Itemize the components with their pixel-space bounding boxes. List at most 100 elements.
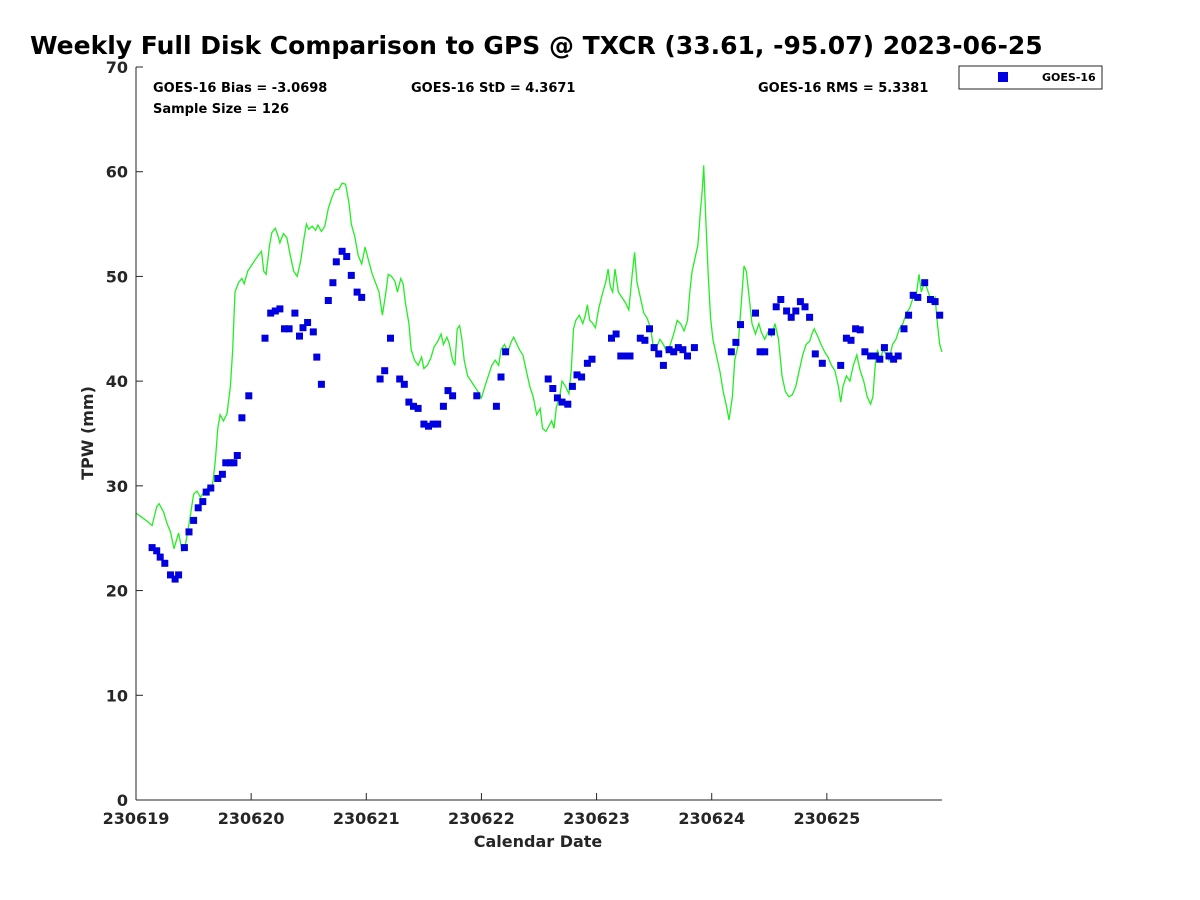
- goes-16-point: [564, 400, 572, 408]
- goes-16-point: [921, 279, 929, 287]
- goes-16-point: [646, 325, 653, 333]
- goes-16-point: [291, 309, 299, 317]
- legend-label: GOES-16: [1042, 71, 1096, 84]
- goes-16-point: [332, 258, 340, 266]
- goes-16-point: [261, 334, 269, 342]
- gps-series: [135, 165, 943, 553]
- y-tick-label: 20: [106, 582, 128, 601]
- goes-16-point: [207, 484, 215, 492]
- goes-16-point: [650, 344, 658, 352]
- goes-16-point: [636, 334, 644, 342]
- goes-16-point: [621, 352, 629, 360]
- x-tick-label: 230622: [448, 809, 515, 828]
- goes-16-point: [194, 504, 202, 512]
- goes-16-point: [894, 352, 902, 360]
- y-tick-label: 60: [106, 163, 128, 182]
- goes-16-point: [329, 279, 337, 287]
- goes-16-series: [148, 247, 944, 583]
- goes-16-point: [837, 361, 845, 369]
- goes-16-point: [343, 253, 351, 260]
- legend-box: [958, 65, 1103, 90]
- goes-16-point: [414, 404, 422, 412]
- goes-16-point: [420, 420, 428, 428]
- goes-16-point: [400, 380, 408, 388]
- goes-16-point: [806, 313, 814, 321]
- goes-16-point: [553, 394, 561, 402]
- goes-16-point: [588, 355, 596, 363]
- goes-16-point: [626, 352, 634, 360]
- goes-16-point: [684, 352, 691, 360]
- goes-16-point: [772, 303, 780, 311]
- goes-16-point: [324, 297, 332, 304]
- goes-16-point: [238, 414, 246, 422]
- goes-16-point: [787, 313, 795, 321]
- goes-16-point: [439, 402, 447, 410]
- y-axis-label: TPW (mm): [78, 386, 97, 480]
- goes-16-point: [180, 544, 188, 552]
- goes-16-point: [387, 334, 394, 342]
- goes-16-point: [679, 346, 687, 354]
- goes-16-point: [381, 367, 389, 375]
- y-axis-ticks: 0 10 20 30 40 50 60 70: [106, 58, 143, 810]
- goes-16-point: [674, 344, 682, 352]
- goes-16-point: [148, 544, 156, 552]
- goes-16-point: [608, 334, 615, 342]
- goes-16-point: [313, 353, 321, 361]
- goes-16-point: [544, 375, 552, 383]
- goes-16-point: [444, 387, 452, 395]
- goes-16-point: [153, 547, 161, 555]
- goes-16-point: [434, 420, 442, 428]
- goes-16-point: [299, 324, 307, 332]
- goes-16-point: [296, 332, 303, 340]
- goes-16-point: [659, 361, 667, 369]
- x-tick-label: 230620: [218, 809, 285, 828]
- goes-16-point: [783, 307, 791, 315]
- goes-16-point: [777, 296, 785, 303]
- goes-16-point: [641, 336, 649, 344]
- goes-16-point: [429, 420, 437, 428]
- goes-16-point: [792, 307, 800, 315]
- goes-16-point: [756, 348, 764, 356]
- goes-16-point: [665, 346, 673, 354]
- goes-16-point: [171, 575, 179, 583]
- x-axis-label: Calendar Date: [474, 832, 603, 851]
- goes-16-point: [281, 325, 288, 333]
- y-tick-label: 50: [106, 267, 128, 286]
- goes-16-point: [233, 452, 241, 459]
- goes-16-point: [425, 422, 432, 430]
- x-tick-label: 230623: [563, 809, 630, 828]
- goes-16-point: [396, 375, 404, 383]
- goes-16-point: [214, 475, 222, 482]
- goes-16-point: [796, 298, 804, 306]
- x-tick-label: 230625: [793, 809, 860, 828]
- goes-16-point: [230, 459, 238, 467]
- goes-16-point: [167, 571, 174, 579]
- goes-16-point: [473, 392, 481, 400]
- goes-16-point: [761, 348, 769, 356]
- y-tick-label: 0: [117, 791, 128, 810]
- goes-16-point: [161, 559, 169, 567]
- goes-16-point: [732, 338, 740, 346]
- x-tick-label: 230624: [678, 809, 745, 828]
- bias-stat: GOES-16 Bias = -3.0698: [153, 81, 327, 96]
- x-axis-ticks: 230619 230620 230621 230622 230623 230624 2306…: [103, 793, 860, 828]
- goes-16-point: [410, 402, 417, 410]
- goes-16-point: [801, 303, 809, 311]
- goes-16-point: [811, 350, 819, 358]
- goes-16-point: [492, 402, 500, 410]
- goes-16-point: [727, 348, 735, 356]
- legend-marker: [998, 72, 1008, 82]
- goes-16-point: [885, 352, 893, 360]
- goes-16-point: [285, 325, 293, 333]
- x-tick-label: 230621: [333, 809, 400, 828]
- goes-16-point: [578, 373, 586, 381]
- goes-16-point: [549, 385, 557, 392]
- x-tick-label: 230619: [103, 809, 170, 828]
- goes-16-point: [909, 291, 917, 299]
- goes-16-point: [690, 344, 698, 352]
- goes-16-point: [190, 516, 198, 524]
- goes-16-point: [353, 288, 361, 296]
- plot-area: [136, 67, 942, 800]
- goes-16-point: [927, 296, 934, 303]
- goes-16-point: [405, 398, 413, 406]
